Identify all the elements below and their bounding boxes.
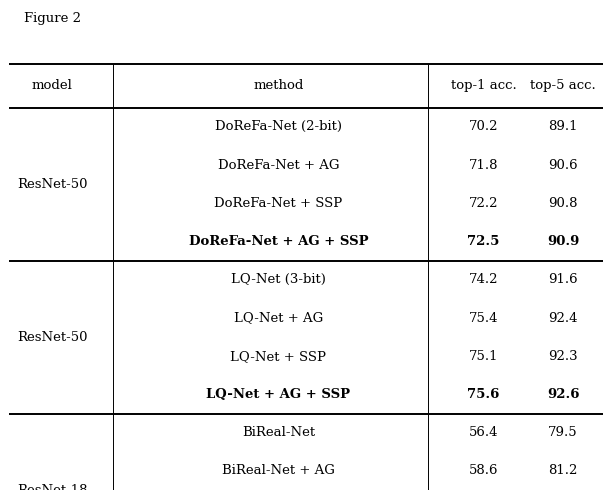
Text: 92.3: 92.3 (548, 350, 578, 363)
Text: 79.5: 79.5 (548, 426, 578, 439)
Text: 91.6: 91.6 (548, 273, 578, 286)
Text: 75.4: 75.4 (469, 312, 498, 324)
Text: 89.1: 89.1 (548, 121, 578, 133)
Text: 72.5: 72.5 (468, 235, 499, 248)
Text: 75.6: 75.6 (468, 388, 499, 401)
Text: 74.2: 74.2 (469, 273, 498, 286)
Text: DoReFa-Net + AG: DoReFa-Net + AG (218, 159, 339, 171)
Text: DoReFa-Net + AG + SSP: DoReFa-Net + AG + SSP (188, 235, 368, 248)
Text: LQ-Net (3-bit): LQ-Net (3-bit) (231, 273, 326, 286)
Text: ResNet-18: ResNet-18 (17, 484, 88, 490)
Text: 72.2: 72.2 (469, 197, 498, 210)
Text: BiReal-Net: BiReal-Net (242, 426, 315, 439)
Text: model: model (32, 79, 72, 92)
Text: top-5 acc.: top-5 acc. (530, 79, 596, 92)
Text: LQ-Net + AG: LQ-Net + AG (234, 312, 323, 324)
Text: 92.6: 92.6 (547, 388, 580, 401)
Text: 71.8: 71.8 (469, 159, 498, 171)
Text: ResNet-50: ResNet-50 (17, 331, 88, 343)
Text: 90.8: 90.8 (548, 197, 578, 210)
Text: 92.4: 92.4 (548, 312, 578, 324)
Text: ResNet-50: ResNet-50 (17, 178, 88, 191)
Text: 90.6: 90.6 (548, 159, 578, 171)
Text: BiReal-Net + AG: BiReal-Net + AG (222, 465, 335, 477)
Text: method: method (253, 79, 304, 92)
Text: 56.4: 56.4 (469, 426, 498, 439)
Text: 58.6: 58.6 (469, 465, 498, 477)
Text: top-1 acc.: top-1 acc. (450, 79, 517, 92)
Text: DoReFa-Net + SSP: DoReFa-Net + SSP (214, 197, 343, 210)
Text: DoReFa-Net (2-bit): DoReFa-Net (2-bit) (215, 121, 342, 133)
Text: LQ-Net + SSP: LQ-Net + SSP (231, 350, 326, 363)
Text: 90.9: 90.9 (547, 235, 579, 248)
Text: 75.1: 75.1 (469, 350, 498, 363)
Text: LQ-Net + AG + SSP: LQ-Net + AG + SSP (206, 388, 351, 401)
Text: 81.2: 81.2 (548, 465, 578, 477)
Text: Figure 2: Figure 2 (24, 12, 81, 25)
Text: 70.2: 70.2 (469, 121, 498, 133)
